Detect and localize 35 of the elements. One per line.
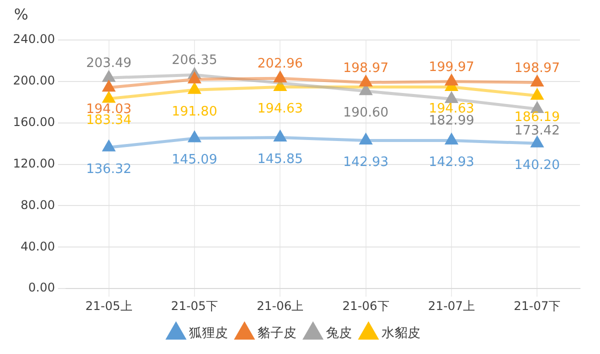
- y-tick-label: 160.00: [12, 114, 55, 129]
- data-label: 199.97: [428, 60, 474, 75]
- data-label: 203.49: [86, 56, 132, 72]
- x-tick-label: 21-06上: [256, 298, 304, 313]
- y-tick-label: 240.00: [12, 32, 55, 46]
- data-label: 145.85: [257, 152, 303, 167]
- y-axis-title: %: [14, 5, 28, 24]
- data-label: 186.19: [514, 110, 560, 126]
- data-label: 198.97: [514, 60, 560, 76]
- data-label: 140.20: [514, 158, 560, 173]
- legend-label: 水貂皮: [382, 326, 420, 341]
- data-label: 142.93: [343, 154, 389, 170]
- data-label: 194.63: [257, 101, 303, 116]
- y-tick-label: 40.00: [20, 239, 55, 254]
- data-label: 202.96: [257, 56, 303, 72]
- data-label: 145.09: [172, 152, 218, 168]
- data-label: 198.97: [343, 60, 389, 76]
- y-tick-label: 80.00: [20, 198, 55, 212]
- y-tick-label: 200.00: [12, 74, 55, 88]
- x-tick-label: 21-06下: [342, 298, 390, 313]
- legend-label: 狐狸皮: [189, 326, 228, 341]
- y-tick-label: 0.00: [28, 280, 55, 295]
- data-label: 173.42: [514, 123, 560, 138]
- x-tick-label: 21-05上: [85, 298, 132, 313]
- data-label: 191.80: [172, 104, 218, 120]
- x-tick-label: 21-07下: [514, 298, 561, 313]
- data-label: 136.32: [86, 162, 132, 177]
- y-tick-label: 120.00: [12, 156, 55, 170]
- x-tick-label: 21-05下: [171, 298, 218, 313]
- data-label: 190.60: [343, 106, 389, 121]
- data-label: 206.35: [172, 53, 218, 68]
- legend-label: 兔皮: [326, 326, 352, 341]
- x-tick-label: 21-07上: [428, 298, 475, 313]
- data-label: 142.93: [428, 154, 474, 170]
- legend-label: 貉子皮: [258, 326, 296, 341]
